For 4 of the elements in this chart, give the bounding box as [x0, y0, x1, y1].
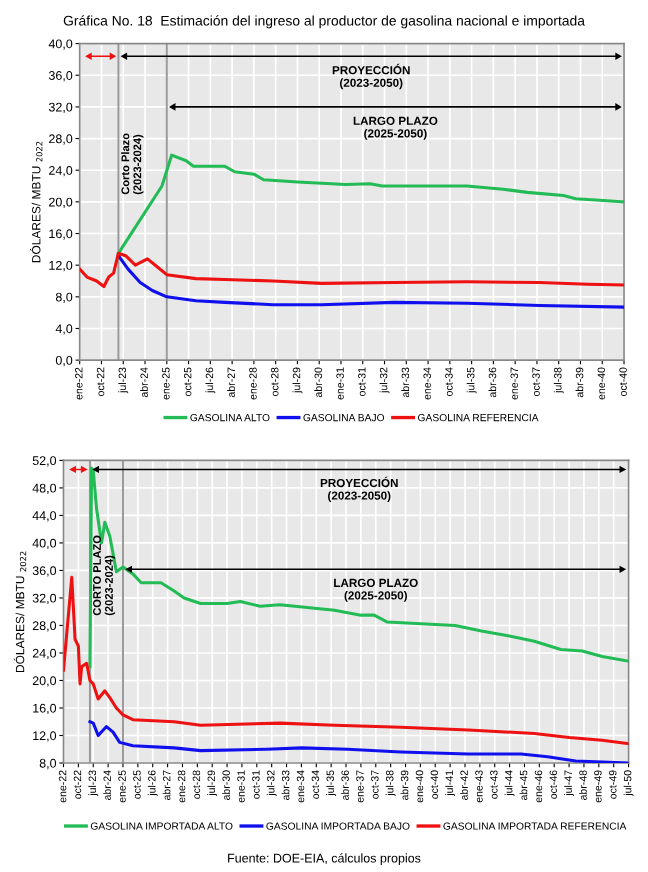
- line-series: [88, 466, 629, 669]
- line-series: [79, 251, 625, 289]
- line-series: [88, 720, 629, 763]
- line-series: [116, 254, 625, 309]
